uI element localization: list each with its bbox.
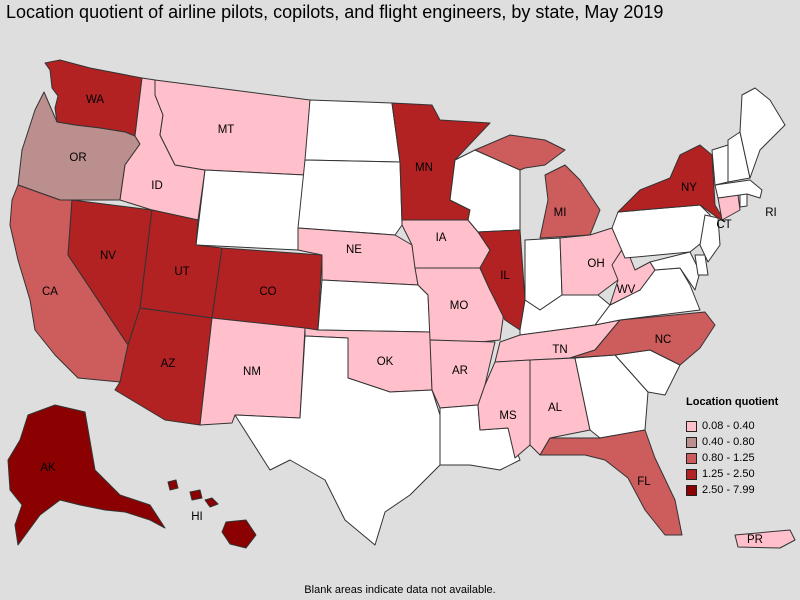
legend-item: 1.25 - 2.50	[686, 466, 778, 482]
map-legend: Location quotient 0.08 - 0.40 0.40 - 0.80…	[686, 396, 778, 498]
state-WY[interactable]	[195, 169, 306, 251]
state-VT[interactable]	[711, 144, 729, 186]
legend-label: 1.25 - 2.50	[702, 468, 755, 480]
footnote: Blank areas indicate data not available.	[304, 584, 496, 596]
state-label-CO: CO	[259, 286, 276, 298]
state-label-WA: WA	[86, 94, 104, 106]
state-label-RI: RI	[765, 207, 777, 219]
legend-label: 0.40 - 0.80	[702, 436, 755, 448]
state-DE[interactable]	[694, 254, 709, 276]
state-label-CA: CA	[42, 286, 58, 298]
state-label-MS: MS	[499, 410, 517, 422]
state-label-NV: NV	[100, 250, 116, 262]
state-TX[interactable]	[234, 335, 441, 546]
legend-swatch	[686, 420, 697, 432]
map-title: Location quotient of airline pilots, cop…	[6, 2, 664, 22]
state-ME[interactable]	[739, 87, 786, 179]
state-label-NM: NM	[243, 366, 261, 378]
state-label-UT: UT	[174, 266, 189, 278]
state-label-AK: AK	[40, 462, 56, 474]
state-PR[interactable]	[734, 529, 796, 549]
legend-label: 0.80 - 1.25	[702, 452, 755, 464]
state-label-MO: MO	[450, 300, 469, 312]
state-label-MT: MT	[218, 124, 235, 136]
state-MD[interactable]	[649, 251, 701, 291]
state-label-CT: CT	[716, 219, 731, 231]
legend-item: 2.50 - 7.99	[686, 482, 778, 498]
state-KS[interactable]	[317, 279, 431, 333]
state-FL[interactable]	[539, 429, 683, 536]
state-label-OK: OK	[377, 356, 394, 368]
state-label-TN: TN	[552, 344, 567, 356]
state-NC[interactable]	[569, 311, 716, 366]
state-NJ[interactable]	[699, 214, 721, 263]
state-label-HI: HI	[191, 511, 203, 523]
state-label-ID: ID	[151, 180, 163, 192]
legend-title: Location quotient	[686, 396, 779, 408]
state-label-PR: PR	[747, 534, 763, 546]
state-CT[interactable]	[717, 194, 741, 221]
state-label-AR: AR	[452, 365, 468, 377]
legend-label: 2.50 - 7.99	[702, 484, 755, 496]
state-RI[interactable]	[739, 193, 748, 208]
state-label-NY: NY	[681, 182, 697, 194]
state-HI[interactable]	[167, 479, 257, 549]
state-AK[interactable]	[7, 404, 166, 546]
state-label-MI: MI	[554, 207, 567, 219]
state-label-IA: IA	[436, 232, 447, 244]
legend-item: 0.80 - 1.25	[686, 450, 778, 466]
state-label-IL: IL	[500, 270, 510, 282]
state-MI[interactable]	[474, 134, 601, 239]
state-label-OH: OH	[587, 258, 604, 270]
state-SD[interactable]	[297, 159, 403, 236]
legend-swatch	[686, 484, 697, 496]
legend-item: 0.08 - 0.40	[686, 418, 778, 434]
state-labels: WA OR CA NV ID MT UT AZ CO NM NE OK MN IA MO AR IL MI OH WV…	[40, 94, 776, 546]
state-MA[interactable]	[714, 179, 763, 199]
state-label-OR: OR	[69, 152, 86, 164]
state-IL[interactable]	[477, 229, 526, 331]
state-label-AZ: AZ	[161, 358, 176, 370]
legend-swatch	[686, 436, 697, 448]
legend-item: 0.40 - 0.80	[686, 434, 778, 450]
state-label-NC: NC	[655, 334, 672, 346]
state-label-WV: WV	[617, 284, 636, 296]
state-ND[interactable]	[304, 99, 401, 163]
state-PA[interactable]	[611, 204, 711, 259]
state-label-MN: MN	[415, 162, 433, 174]
legend-label: 0.08 - 0.40	[702, 420, 755, 432]
state-label-FL: FL	[637, 476, 651, 488]
state-label-AL: AL	[548, 402, 563, 414]
legend-swatch	[686, 468, 697, 480]
legend-swatch	[686, 452, 697, 464]
state-label-NE: NE	[346, 244, 362, 256]
